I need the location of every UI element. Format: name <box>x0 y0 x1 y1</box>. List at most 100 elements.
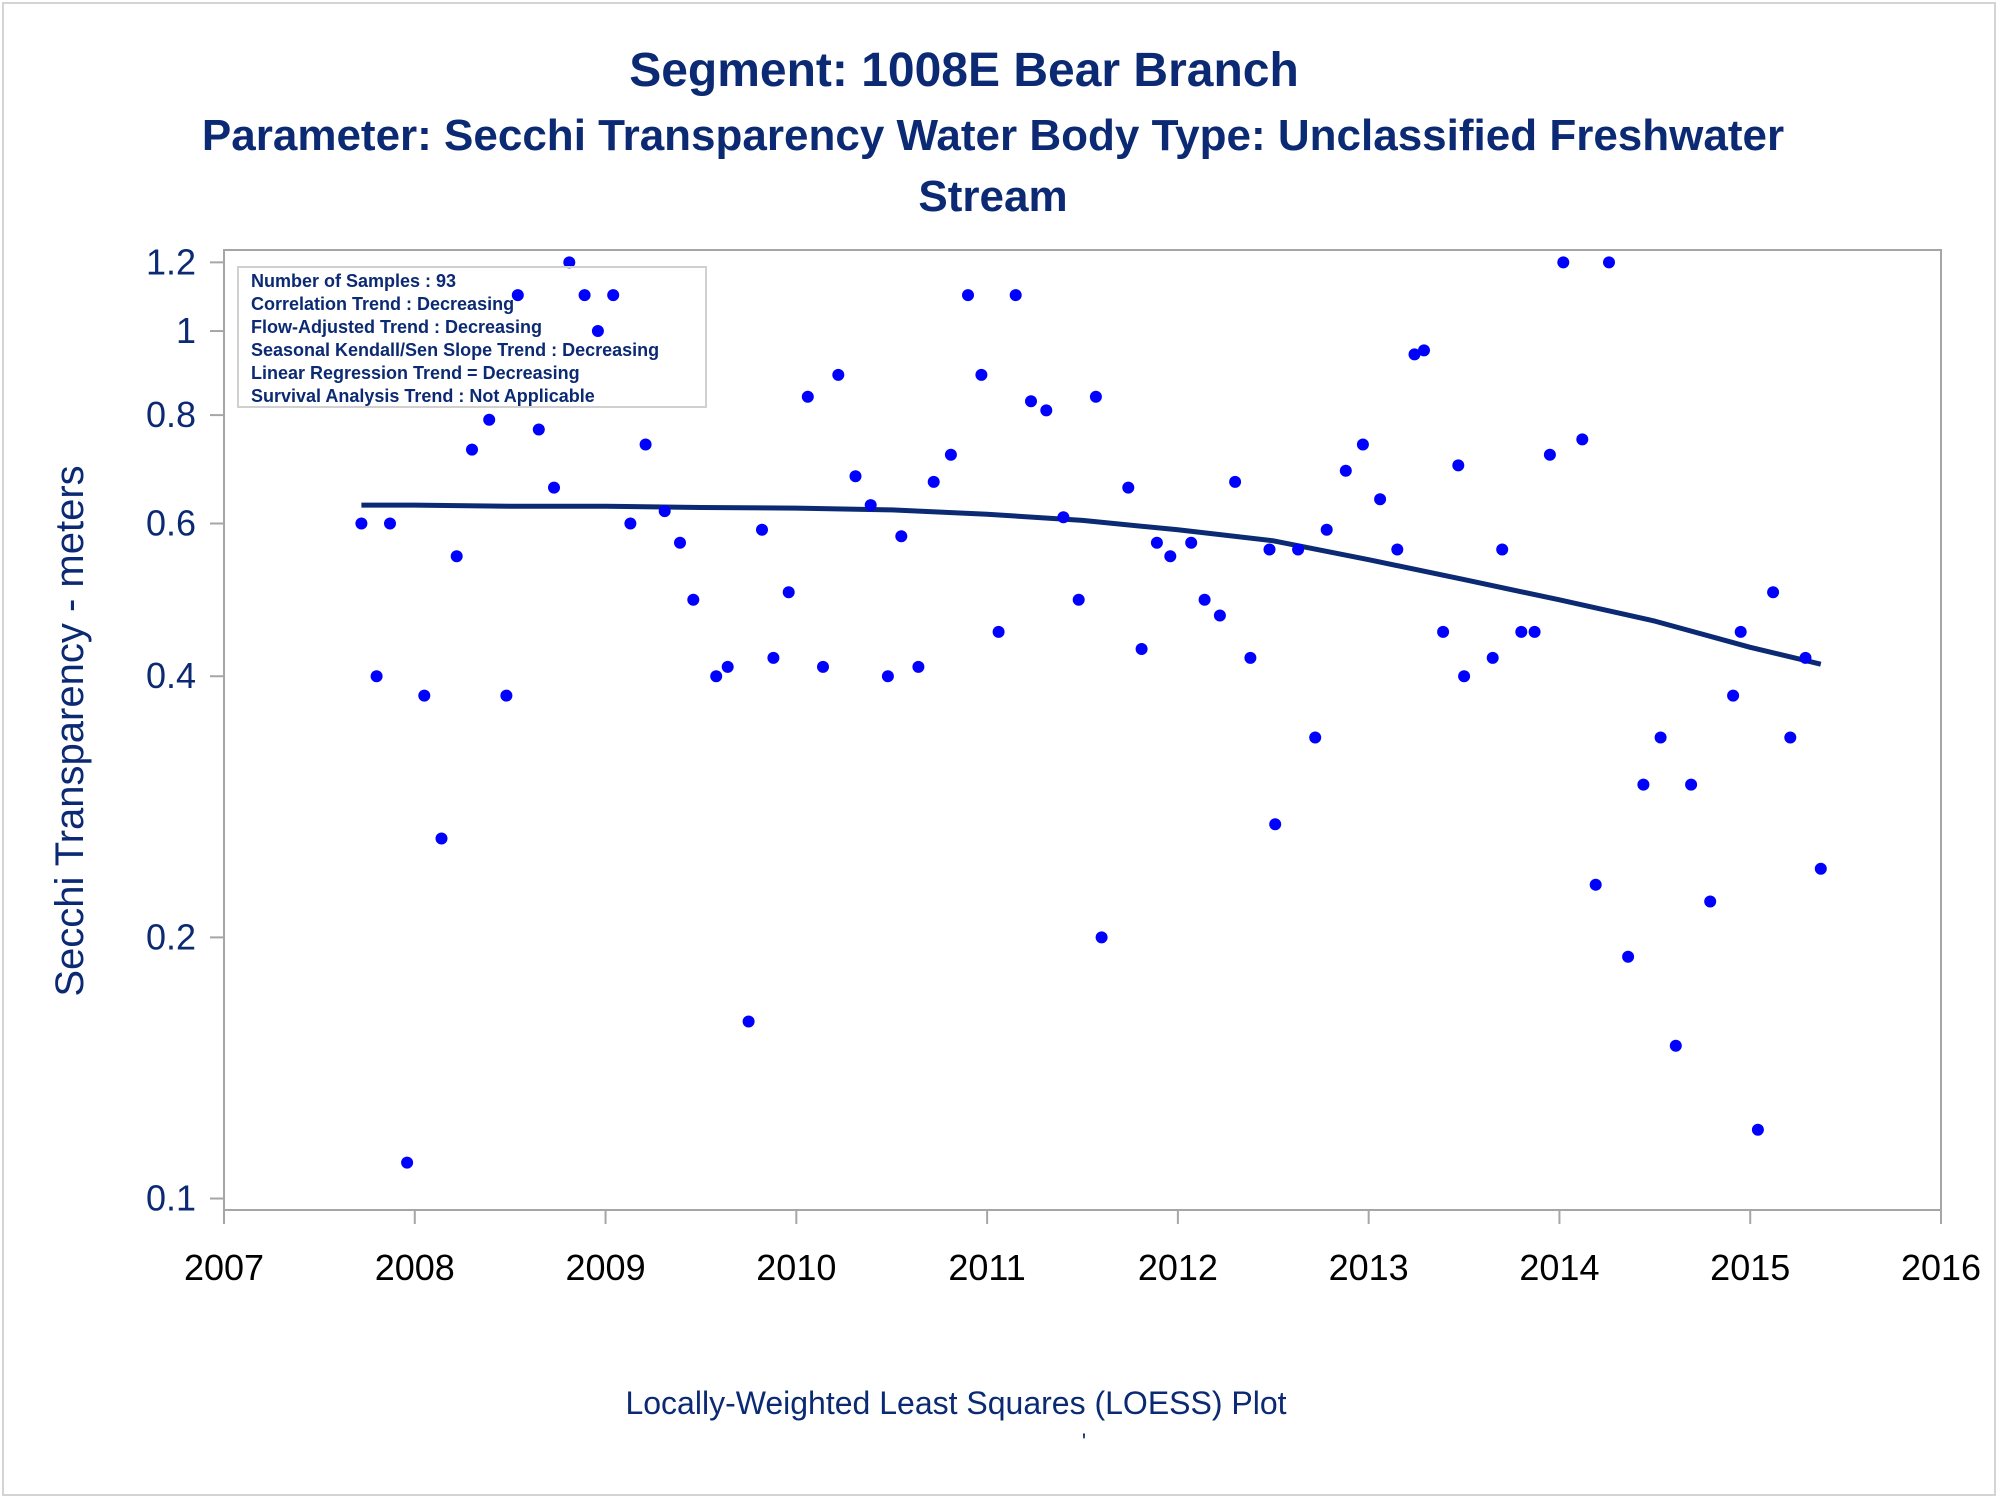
chart-title: Segment: 1008E Bear Branch <box>629 44 1299 97</box>
data-point <box>1164 550 1177 563</box>
data-point <box>742 1015 755 1028</box>
data-point <box>1437 625 1450 638</box>
data-point <box>782 586 795 599</box>
y-tick-label: 1.2 <box>146 241 196 282</box>
data-point <box>881 670 894 683</box>
data-point <box>466 443 478 456</box>
data-point <box>1727 689 1740 702</box>
inset-stat-line: Linear Regression Trend = Decreasing <box>251 363 580 383</box>
x-tick-label: 2013 <box>1329 1247 1409 1288</box>
data-point <box>944 448 957 461</box>
data-point <box>418 689 431 702</box>
data-point <box>992 625 1005 638</box>
data-point <box>801 390 814 403</box>
data-point <box>1339 464 1352 477</box>
chart-svg: Segment: 1008E Bear Branch Parameter: Se… <box>48 44 1981 1454</box>
data-point <box>895 530 908 543</box>
data-point <box>1263 543 1276 556</box>
data-point <box>1704 895 1717 908</box>
x-tick-label: 2007 <box>184 1247 264 1288</box>
data-point <box>1025 395 1037 408</box>
data-point <box>1654 731 1667 744</box>
data-point <box>1122 481 1135 494</box>
data-point <box>1229 475 1242 488</box>
data-point <box>756 523 768 536</box>
data-point <box>1269 818 1282 831</box>
data-point <box>624 517 637 530</box>
data-point <box>500 689 513 702</box>
inset-stat-line: Correlation Trend : Decreasing <box>251 294 514 314</box>
data-point <box>1320 523 1333 536</box>
loess-trend-layer <box>361 502 1822 667</box>
data-point <box>1040 404 1053 417</box>
chart-subtitle-line1: Parameter: Secchi Transparency Water Bod… <box>202 111 1784 160</box>
inset-stats-border <box>237 266 707 408</box>
data-point <box>1496 543 1509 556</box>
footnote-mark: ' <box>1082 1429 1086 1454</box>
y-tick-label: 1 <box>176 310 196 351</box>
data-point <box>1135 643 1148 655</box>
data-point <box>687 593 700 606</box>
data-point <box>483 413 496 426</box>
data-point <box>1309 731 1322 744</box>
data-point <box>864 499 877 512</box>
x-tick-label: 2008 <box>375 1247 455 1288</box>
data-point <box>1356 438 1369 451</box>
data-point <box>912 660 925 673</box>
data-point <box>1557 256 1570 269</box>
data-point <box>710 670 723 683</box>
inset-stat-line: Seasonal Kendall/Sen Slope Trend : Decre… <box>251 340 659 360</box>
data-point <box>1458 670 1471 683</box>
data-point <box>591 325 604 337</box>
data-point <box>1452 459 1465 472</box>
data-point <box>435 832 448 845</box>
data-point <box>1095 931 1108 944</box>
data-point <box>674 536 686 549</box>
data-point <box>1784 731 1797 744</box>
data-point <box>607 289 620 302</box>
data-point <box>1089 390 1102 403</box>
y-tick-label: 0.4 <box>146 655 196 696</box>
y-tick-label: 0.8 <box>146 394 196 435</box>
data-point <box>384 517 396 530</box>
y-axis: 0.1 0.2 0.4 0.6 0.8 1 1.2 <box>146 241 224 1219</box>
x-tick-label: 2011 <box>948 1247 1025 1288</box>
x-axis: 2007 2008 2009 2010 2011 2012 2013 2014 2015 2016 <box>184 1210 1981 1288</box>
inset-stats-box: Number of Samples : 93 Correlation Trend … <box>237 266 707 408</box>
data-point <box>355 517 368 530</box>
data-point <box>721 660 734 673</box>
data-point <box>1799 651 1812 664</box>
data-point <box>1515 625 1528 638</box>
inset-stat-line: Number of Samples : 93 <box>251 271 456 291</box>
data-point <box>1734 625 1747 638</box>
y-tick-label: 0.1 <box>146 1178 196 1219</box>
data-point <box>1244 651 1257 664</box>
data-point <box>1576 433 1589 446</box>
data-point <box>1767 586 1780 599</box>
data-point <box>1751 1123 1764 1136</box>
x-tick-label: 2009 <box>566 1247 646 1288</box>
data-point <box>563 256 576 269</box>
data-point <box>767 651 780 664</box>
data-point <box>578 289 591 302</box>
data-point <box>1589 878 1602 891</box>
data-point <box>1486 651 1499 664</box>
data-point <box>658 505 671 518</box>
data-point <box>1669 1039 1682 1052</box>
data-point <box>1150 536 1163 549</box>
data-point <box>817 660 829 673</box>
loess-trend-line <box>361 502 1822 667</box>
data-point <box>832 368 845 381</box>
data-point <box>1637 778 1650 791</box>
data-point <box>1072 593 1085 606</box>
data-point <box>548 481 560 494</box>
data-point <box>1685 778 1698 791</box>
data-point <box>401 1156 414 1169</box>
data-point <box>1374 493 1387 506</box>
y-tick-label: 0.2 <box>146 916 196 957</box>
x-tick-label: 2016 <box>1901 1247 1981 1288</box>
data-point <box>1292 543 1305 556</box>
data-point <box>1057 511 1070 524</box>
data-point <box>511 289 524 302</box>
